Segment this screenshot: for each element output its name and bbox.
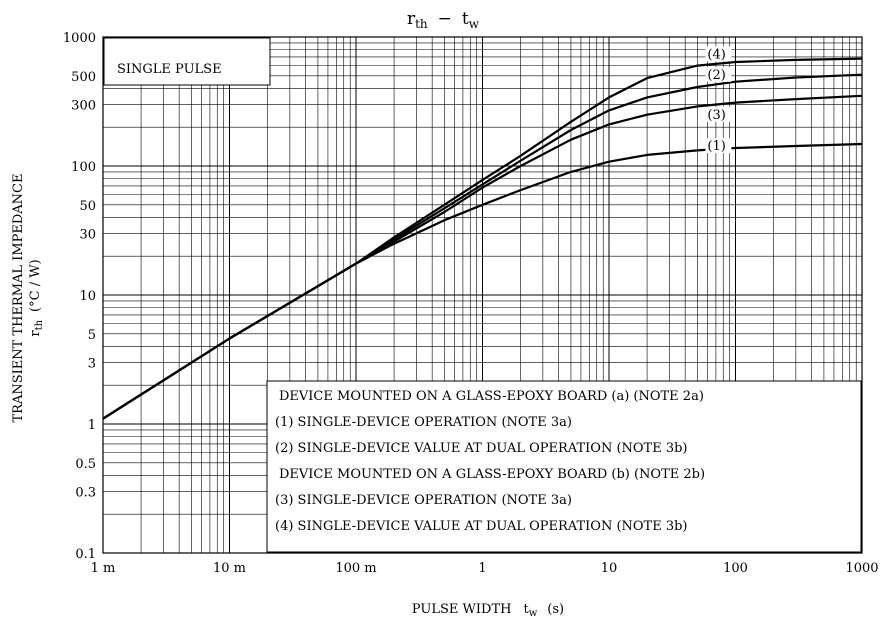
plot-frame <box>102 36 863 554</box>
series-label-bg <box>705 46 732 62</box>
legend-item-1: (1) SINGLE-DEVICE OPERATION (NOTE 3a) <box>275 415 572 430</box>
series-label-bg <box>705 66 732 82</box>
x-tick-label: 10 <box>601 561 618 576</box>
y-tick-label: 0.3 <box>75 485 96 500</box>
series-label-1: (1) <box>707 139 725 154</box>
legend-item-4: (4) SINGLE-DEVICE VALUE AT DUAL OPERATIO… <box>275 519 688 534</box>
series-label-bg <box>705 138 732 154</box>
series-label-3: (3) <box>707 108 725 123</box>
y-tick-label: 10 <box>79 289 96 304</box>
legend-item-3: (3) SINGLE-DEVICE OPERATION (NOTE 3a) <box>275 493 572 508</box>
y-tick-label: 5 <box>88 328 96 343</box>
y-tick-label: 300 <box>71 98 96 113</box>
y-axis-label: TRANSIENT THERMAL IMPEDANCE rth(°C / W) <box>11 174 45 423</box>
x-tick-label: 100 <box>723 561 748 576</box>
y-tick-label: 0.1 <box>75 547 96 562</box>
y-tick-label: 100 <box>71 160 96 175</box>
series-labels: (1) (2) (3) (4) <box>705 46 732 154</box>
legend: DEVICE MOUNTED ON A GLASS-EPOXY BOARD (a… <box>266 380 862 553</box>
y-axis-label-line1: TRANSIENT THERMAL IMPEDANCE <box>11 174 26 423</box>
y-tick-label: 50 <box>79 199 96 214</box>
single-pulse-box: SINGLE PULSE <box>103 37 271 86</box>
x-tick-label: 1 m <box>91 561 116 576</box>
legend-item-2: (2) SINGLE-DEVICE VALUE AT DUAL OPERATIO… <box>275 441 688 456</box>
y-tick-label: 1 <box>88 418 96 433</box>
series-label-4: (4) <box>707 47 725 62</box>
x-tick-labels: 1 m 10 m 100 m 1 10 100 1000 <box>91 561 879 576</box>
series-label-2: (2) <box>707 68 725 83</box>
x-axis-label: PULSE WIDTH tw (s) <box>412 602 564 619</box>
single-pulse-label: SINGLE PULSE <box>117 62 222 77</box>
x-tick-label: 1000 <box>845 561 878 576</box>
y-tick-label: 1000 <box>63 31 96 46</box>
y-tick-label: 30 <box>79 227 96 242</box>
x-tick-label: 100 m <box>335 561 376 576</box>
legend-board-b: DEVICE MOUNTED ON A GLASS-EPOXY BOARD (b… <box>279 467 705 482</box>
y-tick-label: 500 <box>71 70 96 85</box>
x-tick-label: 1 <box>478 561 486 576</box>
y-tick-labels: 0.1 0.3 0.5 1 3 5 10 30 50 100 300 500 1000 <box>63 31 96 562</box>
series-curve-4 <box>102 57 863 420</box>
x-tick-label: 10 m <box>213 561 246 576</box>
chart-title: rth − tw <box>407 9 480 31</box>
y-axis-label-line2: rth(°C / W) <box>28 259 45 336</box>
y-tick-label: 0.5 <box>75 457 96 472</box>
y-tick-label: 3 <box>88 356 96 371</box>
legend-board-a: DEVICE MOUNTED ON A GLASS-EPOXY BOARD (a… <box>279 389 704 404</box>
series-label-bg <box>705 106 732 122</box>
